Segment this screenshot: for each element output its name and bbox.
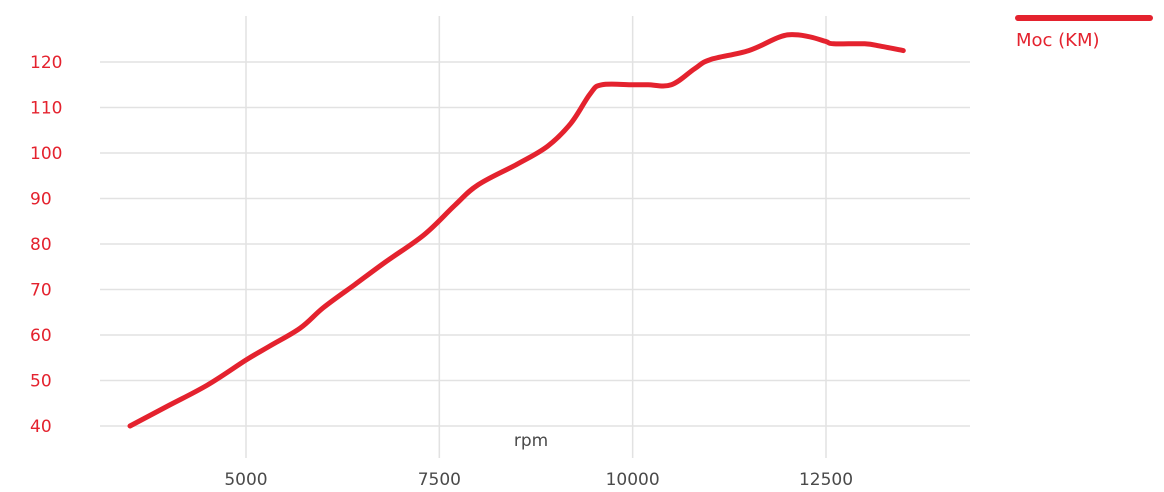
series-layer bbox=[127, 32, 906, 429]
gridlines bbox=[100, 16, 970, 458]
y-tick-label: 110 bbox=[30, 99, 62, 119]
y-tick-label: 40 bbox=[30, 417, 52, 437]
legend: Moc (KM) bbox=[1015, 15, 1153, 51]
x-tick-label: 10000 bbox=[606, 470, 660, 490]
x-tick-label: 12500 bbox=[799, 470, 853, 490]
y-tick-label: 50 bbox=[30, 372, 52, 392]
y-axis-ticks: 40 50 60 70 80 90 100 110 120 bbox=[30, 53, 62, 437]
y-tick-label: 60 bbox=[30, 326, 52, 346]
x-axis-ticks: 5000 7500 10000 12500 bbox=[224, 470, 853, 490]
legend-label: Moc (KM) bbox=[1016, 30, 1100, 51]
y-tick-label: 100 bbox=[30, 144, 62, 164]
x-tick-label: 5000 bbox=[224, 470, 267, 490]
x-tick-label: 7500 bbox=[418, 470, 461, 490]
y-tick-label: 120 bbox=[30, 53, 62, 73]
y-tick-label: 90 bbox=[30, 190, 52, 210]
x-axis-label: rpm bbox=[514, 431, 548, 451]
series-line-power bbox=[127, 32, 906, 429]
y-tick-label: 80 bbox=[30, 235, 52, 255]
y-tick-label: 70 bbox=[30, 281, 52, 301]
